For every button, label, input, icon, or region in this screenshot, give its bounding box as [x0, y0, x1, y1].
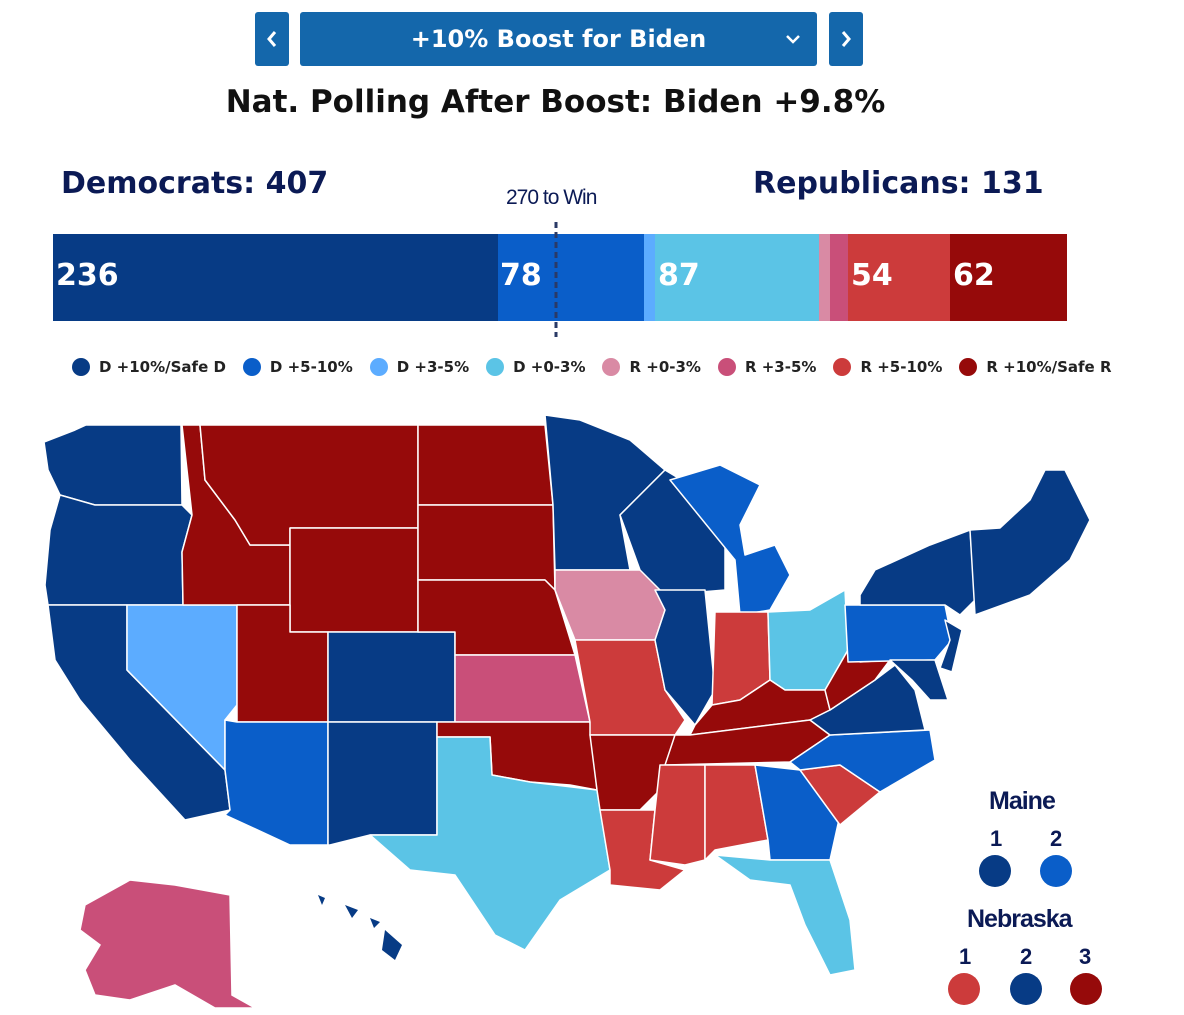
state-alabama[interactable] [704, 764, 769, 861]
legend-swatch [959, 358, 978, 376]
legend-label: D +3-5% [396, 358, 470, 376]
legend-label: R +5-10% [860, 358, 943, 376]
national-polling-headline: Nat. Polling After Boost: Biden +9.8% [225, 84, 886, 120]
state-maryland-delaware[interactable] [889, 659, 949, 701]
legend-item: R +0-3% [602, 358, 701, 376]
win-threshold-line [554, 222, 558, 337]
legend-item: R +5-10% [833, 358, 942, 376]
state-wyoming[interactable] [289, 527, 419, 633]
state-new-mexico[interactable] [327, 721, 438, 846]
bar-segment-d-safe [53, 234, 498, 321]
state-new-york[interactable] [859, 529, 976, 616]
legend-swatch [72, 358, 90, 376]
legend-swatch [242, 358, 261, 376]
legend-label: D +0-3% [513, 358, 586, 376]
maine-district-1-dot[interactable] [979, 855, 1011, 887]
state-mississippi[interactable] [649, 764, 706, 866]
state-north-dakota[interactable] [417, 424, 554, 506]
state-oregon[interactable] [44, 494, 193, 606]
bar-label-d-safe: 236 [56, 258, 119, 293]
legend-label: D +10%/Safe D [99, 358, 226, 376]
state-iowa[interactable] [554, 569, 666, 641]
state-south-dakota[interactable] [417, 504, 556, 591]
legend-swatch [602, 358, 621, 376]
chevron-down-icon [786, 35, 800, 44]
state-illinois[interactable] [654, 589, 716, 726]
previous-scenario-button[interactable] [255, 12, 289, 66]
state-colorado[interactable] [327, 631, 456, 723]
maine-district-2-dot[interactable] [1040, 855, 1072, 887]
bar-segment-r-0-3 [819, 234, 830, 321]
chevron-left-icon [267, 31, 277, 47]
legend-swatch [717, 358, 736, 376]
legend-item: R +10%/Safe R [959, 358, 1112, 376]
state-michigan[interactable] [669, 464, 791, 616]
legend-swatch [486, 358, 505, 376]
bar-label-d-5-10: 78 [500, 258, 542, 293]
electoral-vote-bar [53, 234, 1067, 321]
nebraska-district-3-dot[interactable] [1070, 973, 1102, 1005]
legend-label: R +10%/Safe R [986, 358, 1112, 376]
legend-label: R +3-5% [744, 358, 817, 376]
nebraska-district-1-dot[interactable] [948, 973, 980, 1005]
rating-legend: D +10%/Safe D D +5-10% D +3-5% D +0-3% R +0-… [72, 358, 1129, 376]
nebraska-district-2-dot[interactable] [1010, 973, 1042, 1005]
maine-title: Maine [989, 787, 1056, 815]
state-washington[interactable] [43, 424, 183, 506]
win-threshold-label: 270 to Win [506, 186, 597, 209]
republicans-total: Republicans: 131 [753, 166, 1044, 201]
bar-segment-d-3-5 [644, 234, 655, 321]
democrats-total: Democrats: 407 [61, 166, 329, 201]
state-new-jersey[interactable] [939, 619, 963, 673]
bar-label-d-0-3: 87 [658, 258, 700, 293]
state-hawaii[interactable] [318, 895, 402, 960]
legend-swatch [833, 358, 852, 376]
legend-item: D +10%/Safe D [72, 358, 226, 376]
state-arizona[interactable] [224, 719, 329, 846]
bar-segment-r-5-10 [848, 234, 950, 321]
bar-segment-r-safe [950, 234, 1067, 321]
state-new-england[interactable] [969, 469, 1091, 616]
maine-district-1-label: 1 [990, 826, 1003, 851]
legend-item: D +0-3% [486, 358, 585, 376]
scenario-select-label: +10% Boost for Biden [410, 25, 707, 53]
legend-label: R +0-3% [629, 358, 701, 376]
legend-item: D +3-5% [369, 358, 470, 376]
bar-label-r-safe: 62 [953, 258, 995, 293]
legend-swatch [369, 358, 388, 376]
state-pennsylvania[interactable] [844, 604, 953, 663]
nebraska-district-2-label: 2 [1020, 944, 1033, 969]
bar-label-r-5-10: 54 [851, 258, 893, 293]
bar-segment-d-5-10 [498, 234, 644, 321]
bar-segment-d-0-3 [655, 234, 819, 321]
state-texas[interactable] [369, 736, 611, 951]
state-kansas[interactable] [454, 654, 591, 723]
chevron-right-icon [841, 31, 851, 47]
nebraska-title: Nebraska [967, 905, 1073, 933]
state-alaska[interactable] [79, 879, 258, 1009]
legend-item: D +5-10% [242, 358, 353, 376]
nebraska-district-3-label: 3 [1079, 944, 1092, 969]
legend-label: D +5-10% [269, 358, 353, 376]
legend-item: R +3-5% [717, 358, 817, 376]
next-scenario-button[interactable] [829, 12, 863, 66]
maine-district-2-label: 2 [1050, 826, 1063, 851]
us-electoral-map [43, 414, 1091, 1009]
nebraska-district-1-label: 1 [959, 944, 972, 969]
bar-segment-r-3-5 [830, 234, 848, 321]
state-florida[interactable] [714, 854, 856, 976]
scenario-select[interactable]: +10% Boost for Biden [300, 12, 817, 66]
